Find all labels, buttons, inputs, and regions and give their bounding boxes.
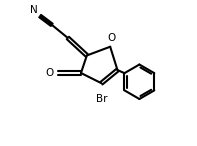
Text: O: O — [108, 33, 116, 43]
Text: N: N — [30, 5, 38, 15]
Text: Br: Br — [96, 94, 107, 104]
Text: O: O — [46, 68, 54, 78]
